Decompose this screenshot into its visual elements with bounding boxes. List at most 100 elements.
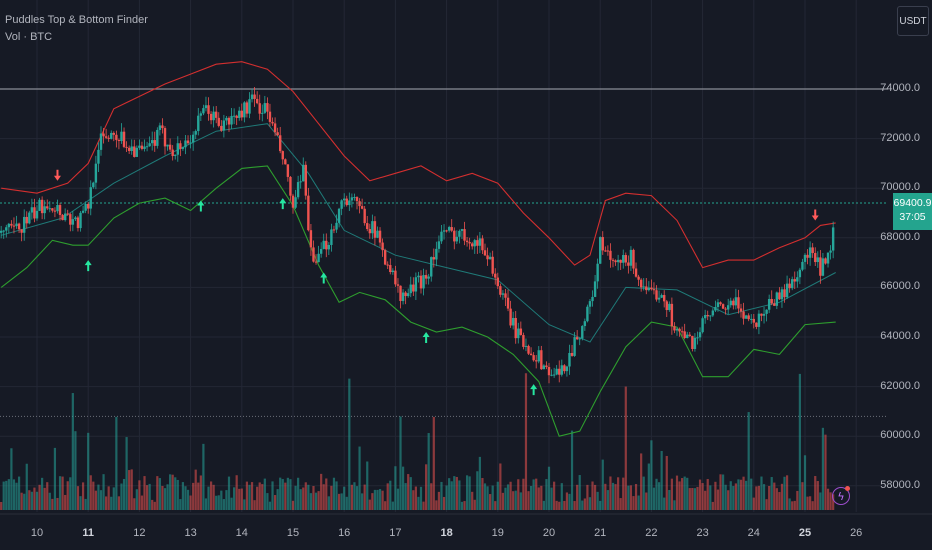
candle-body [529,353,533,356]
candle-body [2,230,5,232]
volume-bar [675,475,679,510]
candle-body [427,276,430,279]
volume-bar [25,463,28,510]
volume-bar [673,500,676,510]
candle-body [307,195,310,231]
candle-body [289,176,292,196]
candle-body [806,254,809,258]
volume-bar [425,464,428,510]
candle-body [419,275,423,289]
candle-body [299,181,302,183]
candle-body [622,255,625,263]
candle-body [314,261,318,263]
volume-bar [169,474,172,510]
volume-bar [780,483,784,510]
candle-body [737,297,740,309]
candle-body [17,223,21,230]
candle-body [532,355,535,361]
x-tick-label: 17 [389,527,402,539]
indicator-title[interactable]: Puddles Top & Bottom Finder [5,14,148,26]
volume-bar [529,485,533,510]
candle-body [279,135,282,152]
volume-bar [537,487,540,510]
candle-body [378,230,382,243]
candle-body [624,255,627,263]
volume-title[interactable]: Vol · BTC [5,31,53,43]
candle-body [460,229,464,231]
candle-body [696,337,699,339]
candle-body [614,260,617,263]
volume-bar [291,500,295,510]
candle-body [368,229,371,234]
x-tick-label: 25 [798,527,812,539]
volume-bar [217,495,220,510]
candle-body [701,318,704,333]
candle-body [230,115,233,125]
candle-body [317,253,320,263]
candle-body [565,366,569,372]
candle-body [814,253,817,263]
volume-bar [496,481,499,510]
volume-bar [235,475,238,510]
alert-dot [845,486,850,491]
x-tick-label: 26 [850,527,863,539]
candle-body [668,303,671,311]
volume-bar [299,489,302,510]
volume-bar [389,480,392,510]
volume-bar [145,485,149,510]
volume-bar [105,496,108,510]
candle-body [663,295,666,302]
candle-body [281,151,284,160]
volume-bar [304,482,307,510]
volume-bar [110,496,113,510]
volume-bar [816,481,819,510]
candle-body [30,207,34,213]
volume-bar [803,455,807,510]
volume-bar [811,501,814,510]
candle-body [596,263,599,282]
candle-body [102,133,105,137]
volume-bar [17,476,21,510]
volume-bar [581,500,584,510]
volume-bar [601,459,604,510]
candle-body [711,310,715,316]
volume-bar [417,496,420,510]
candle-body [266,103,269,112]
candle-body [156,129,159,146]
volume-bar [739,479,743,510]
candle-body [263,103,267,113]
candle-body [130,146,133,151]
x-tick-label: 12 [133,527,146,539]
volume-bar [107,486,110,510]
candle-body [355,197,359,202]
candle-body [657,297,661,300]
candle-body [826,252,830,264]
candle-body [143,146,146,149]
volume-bar [757,485,761,510]
candle-body [10,223,13,226]
volume-bar [240,488,243,510]
candle-body [222,120,226,131]
candle-body [258,103,261,114]
currency-button[interactable]: USDT [897,6,929,36]
volume-bar [56,497,59,510]
candle-body [606,250,610,252]
candle-body [220,125,223,131]
candle-body [97,149,100,164]
candle-body [33,207,36,219]
candle-body [442,230,446,232]
volume-bar [253,500,256,510]
candle-body [778,292,781,300]
volume-bar [289,479,292,510]
candle-body [227,117,231,125]
volume-bar [788,498,791,510]
volume-bar [627,485,630,510]
x-tick-label: 21 [594,527,607,539]
volume-bar [704,490,707,510]
volume-bar [391,501,394,510]
lightning-icon[interactable]: ϟ [832,487,850,505]
volume-bar [271,481,274,510]
candle-body [591,296,594,302]
candle-body [358,201,361,207]
